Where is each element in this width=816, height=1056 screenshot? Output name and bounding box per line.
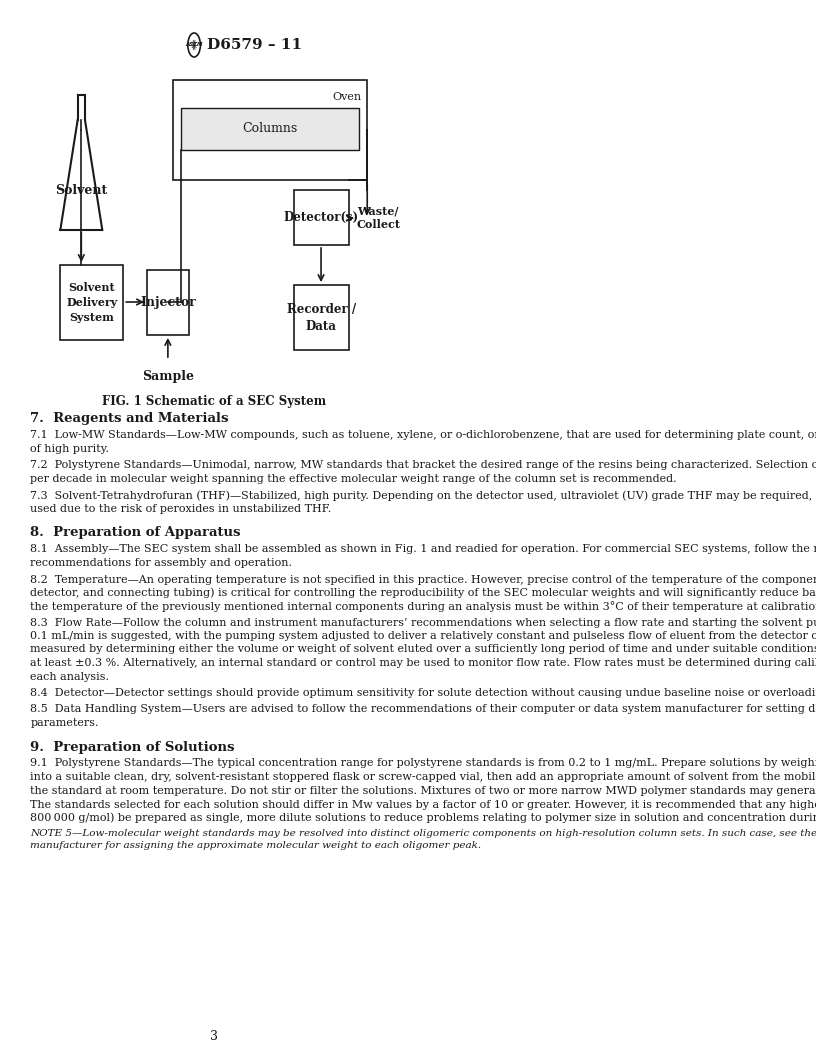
- Text: 3: 3: [210, 1030, 218, 1043]
- Text: of high purity.: of high purity.: [30, 444, 109, 453]
- Text: 800 000 g/mol) be prepared as single, more dilute solutions to reduce problems r: 800 000 g/mol) be prepared as single, mo…: [30, 812, 816, 823]
- Text: Solvent: Solvent: [55, 184, 108, 196]
- Text: 0.1 mL/min is suggested, with the pumping system adjusted to deliver a relativel: 0.1 mL/min is suggested, with the pumpin…: [30, 631, 816, 641]
- Text: Solvent
Delivery
System: Solvent Delivery System: [66, 282, 118, 322]
- FancyBboxPatch shape: [147, 270, 188, 335]
- Text: Injector: Injector: [140, 296, 196, 309]
- Text: 9.  Preparation of Solutions: 9. Preparation of Solutions: [30, 740, 235, 754]
- Text: NOTE 5—Low-molecular weight standards may be resolved into distinct oligomeric c: NOTE 5—Low-molecular weight standards ma…: [30, 829, 816, 838]
- Text: parameters.: parameters.: [30, 718, 99, 728]
- Text: Oven: Oven: [333, 92, 362, 102]
- Text: 7.2  ⁣Polystyrene Standards⁣—Unimodal, narrow, MW standards that bracket the des: 7.2 ⁣Polystyrene Standards⁣—Unimodal, na…: [30, 460, 816, 470]
- Text: at least ±0.3 %. Alternatively, an internal standard or control may be used to m: at least ±0.3 %. Alternatively, an inter…: [30, 658, 816, 668]
- Text: manufacturer for assigning the approximate molecular weight to each oligomer pea: manufacturer for assigning the approxima…: [30, 842, 481, 850]
- Text: measured by determining either the volume or weight of solvent eluted over a suf: measured by determining either the volum…: [30, 644, 816, 655]
- Text: the temperature of the previously mentioned internal components during an analys: the temperature of the previously mentio…: [30, 601, 816, 611]
- Text: each analysis.: each analysis.: [30, 672, 109, 681]
- Text: Sample: Sample: [142, 370, 194, 383]
- Text: 7.3  ⁣Solvent-Tetrahydrofuran (THF)⁣—Stabilized, high purity. Depending on the d: 7.3 ⁣Solvent-Tetrahydrofuran (THF)⁣—Stab…: [30, 490, 816, 501]
- Text: Recorder /
Data: Recorder / Data: [286, 302, 356, 333]
- Text: used due to the risk of peroxides in unstabilized THF.: used due to the risk of peroxides in uns…: [30, 504, 331, 513]
- Text: D6579 – 11: D6579 – 11: [207, 38, 303, 52]
- Text: detector, and connecting tubing) is critical for controlling the reproducibility: detector, and connecting tubing) is crit…: [30, 587, 816, 598]
- Text: FIG. 1 Schematic of a SEC System: FIG. 1 Schematic of a SEC System: [102, 395, 326, 408]
- Text: Detector(s): Detector(s): [284, 211, 359, 224]
- FancyBboxPatch shape: [60, 265, 123, 340]
- FancyBboxPatch shape: [294, 190, 349, 245]
- Text: 8.3  ⁣Flow Rate⁣—Follow the column and instrument manufacturers’ recommendations: 8.3 ⁣Flow Rate⁣—Follow the column and in…: [30, 618, 816, 627]
- Text: 7.1  ⁣Low-MW Standards⁣—Low-MW compounds, such as toluene, xylene, or ⁣o⁣-dichlo: 7.1 ⁣Low-MW Standards⁣—Low-MW compounds,…: [30, 430, 816, 440]
- Text: Waste/
Collect: Waste/ Collect: [357, 205, 401, 230]
- FancyBboxPatch shape: [181, 108, 359, 150]
- Text: 8.2  ⁣Temperature⁣—An operating temperature is not specified in this practice. H: 8.2 ⁣Temperature⁣—An operating temperatu…: [30, 574, 816, 585]
- Text: the standard at room temperature. Do not stir or filter the solutions. Mixtures : the standard at room temperature. Do not…: [30, 786, 816, 795]
- Text: 8.1  ⁣Assembly⁣—The SEC system shall be assembled as shown in Fig. 1 and readied: 8.1 ⁣Assembly⁣—The SEC system shall be a…: [30, 544, 816, 554]
- Text: into a suitable clean, dry, solvent-resistant stoppered flask or screw-capped vi: into a suitable clean, dry, solvent-resi…: [30, 772, 816, 782]
- Text: Columns: Columns: [242, 122, 298, 135]
- Text: ASTM: ASTM: [185, 42, 203, 48]
- Text: per decade in molecular weight spanning the effective molecular weight range of : per decade in molecular weight spanning …: [30, 473, 677, 484]
- Text: 7.  Reagents and Materials: 7. Reagents and Materials: [30, 412, 229, 425]
- Text: The standards selected for each solution should differ in Mw values by a factor : The standards selected for each solution…: [30, 799, 816, 810]
- Text: 8.5  ⁣Data Handling System⁣—Users are advised to follow the recommendations of t: 8.5 ⁣Data Handling System⁣—Users are adv…: [30, 704, 816, 715]
- FancyBboxPatch shape: [173, 80, 367, 180]
- Text: recommendations for assembly and operation.: recommendations for assembly and operati…: [30, 558, 292, 567]
- FancyBboxPatch shape: [294, 285, 349, 350]
- Text: 8.4  ⁣Detector⁣—Detector settings should provide optimum sensitivity for solute : 8.4 ⁣Detector⁣—Detector settings should …: [30, 689, 816, 698]
- Text: 8.  Preparation of Apparatus: 8. Preparation of Apparatus: [30, 526, 241, 539]
- Text: 9.1  ⁣Polystyrene Standards⁣—The typical concentration range for polystyrene sta: 9.1 ⁣Polystyrene Standards⁣—The typical …: [30, 758, 816, 769]
